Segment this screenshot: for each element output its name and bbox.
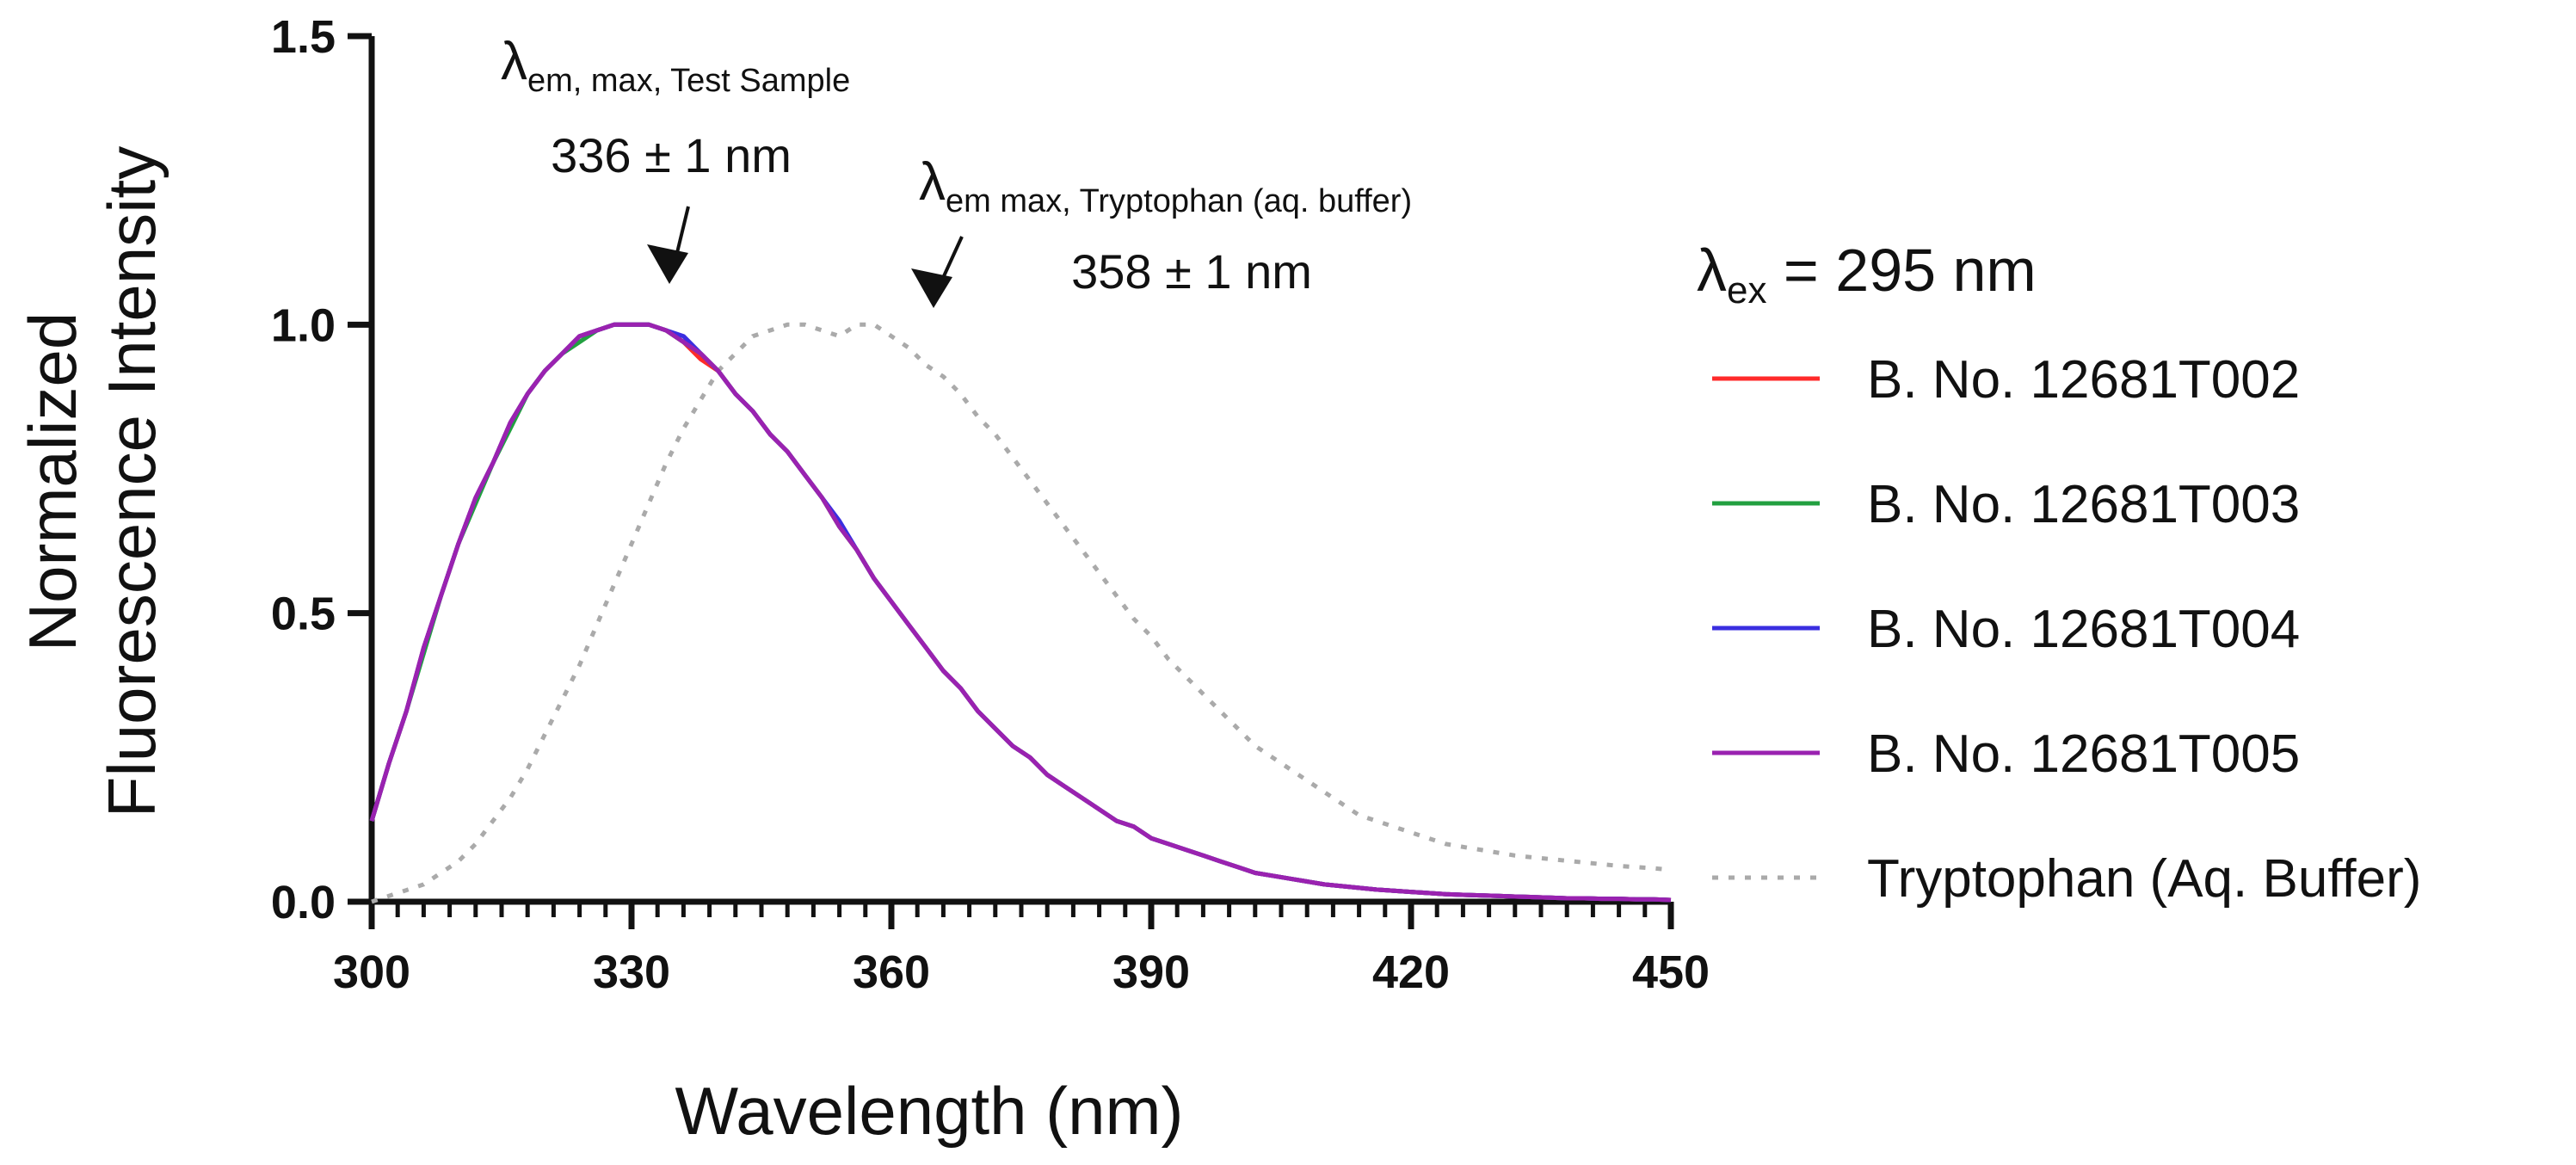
annotation-2: λem max, Tryptophan (aq. buffer) 358 ± 1 … bbox=[911, 152, 1412, 308]
x-tick-label: 330 bbox=[593, 946, 670, 998]
annotation-arrow-head bbox=[911, 268, 952, 308]
legend-label: Tryptophan (Aq. Buffer) bbox=[1867, 849, 2421, 909]
y-tick-label: 1.0 bbox=[271, 299, 336, 351]
annotation-value: 336 ± 1 nm bbox=[551, 128, 792, 182]
chart-legend: λex = 295 nm B. No. 12681T002 B. No. 12681… bbox=[1697, 237, 2421, 909]
annotation-arrow-head bbox=[647, 244, 688, 284]
y-axis-title: Normalized Fluorescence Intensity bbox=[15, 146, 169, 817]
x-tick-label: 390 bbox=[1112, 946, 1190, 998]
y-tick-label: 0.5 bbox=[271, 589, 336, 640]
series-line-5 bbox=[371, 322, 1672, 904]
series-line-2 bbox=[369, 322, 1672, 903]
series-line-3 bbox=[369, 322, 1672, 903]
series-line-4 bbox=[369, 322, 1672, 903]
legend-title: λex = 295 nm bbox=[1697, 237, 2037, 311]
series-line-1 bbox=[369, 322, 1672, 903]
chart-curves bbox=[369, 322, 1672, 904]
x-tick-label: 450 bbox=[1632, 946, 1710, 998]
y-axis-title-line1: Normalized bbox=[15, 312, 90, 651]
annotation-1: λem, max, Test Sample 336 ± 1 nm bbox=[501, 32, 850, 284]
legend-label: B. No. 12681T002 bbox=[1867, 350, 2300, 410]
y-axis-title-line2: Fluorescence Intensity bbox=[94, 146, 169, 817]
legend-entry-1: B. No. 12681T002 bbox=[1712, 350, 2300, 410]
chart-annotations: λem, max, Test Sample 336 ± 1 nm λem max, … bbox=[501, 32, 1412, 308]
x-axis-title: Wavelength (nm) bbox=[675, 1073, 1184, 1149]
x-tick-label: 300 bbox=[333, 946, 410, 998]
legend-entry-2: B. No. 12681T003 bbox=[1712, 475, 2300, 534]
y-tick-label: 1.5 bbox=[271, 11, 336, 63]
legend-entry-3: B. No. 12681T004 bbox=[1712, 600, 2300, 659]
annotation-label: λem max, Tryptophan (aq. buffer) bbox=[919, 152, 1412, 219]
annotation-value: 358 ± 1 nm bbox=[1071, 244, 1312, 299]
legend-entry-5: Tryptophan (Aq. Buffer) bbox=[1712, 849, 2421, 909]
legend-entry-4: B. No. 12681T005 bbox=[1712, 724, 2300, 784]
legend-label: B. No. 12681T005 bbox=[1867, 724, 2300, 784]
x-tick-label: 420 bbox=[1372, 946, 1450, 998]
chart-axes: 0.0 0.5 1.0 1.5 300 330 360 390 420 450 bbox=[271, 11, 1710, 998]
annotation-label: λem, max, Test Sample bbox=[501, 32, 850, 99]
legend-label: B. No. 12681T004 bbox=[1867, 600, 2300, 659]
legend-label: B. No. 12681T003 bbox=[1867, 475, 2300, 534]
y-tick-label: 0.0 bbox=[271, 877, 336, 928]
x-tick-label: 360 bbox=[853, 946, 930, 998]
